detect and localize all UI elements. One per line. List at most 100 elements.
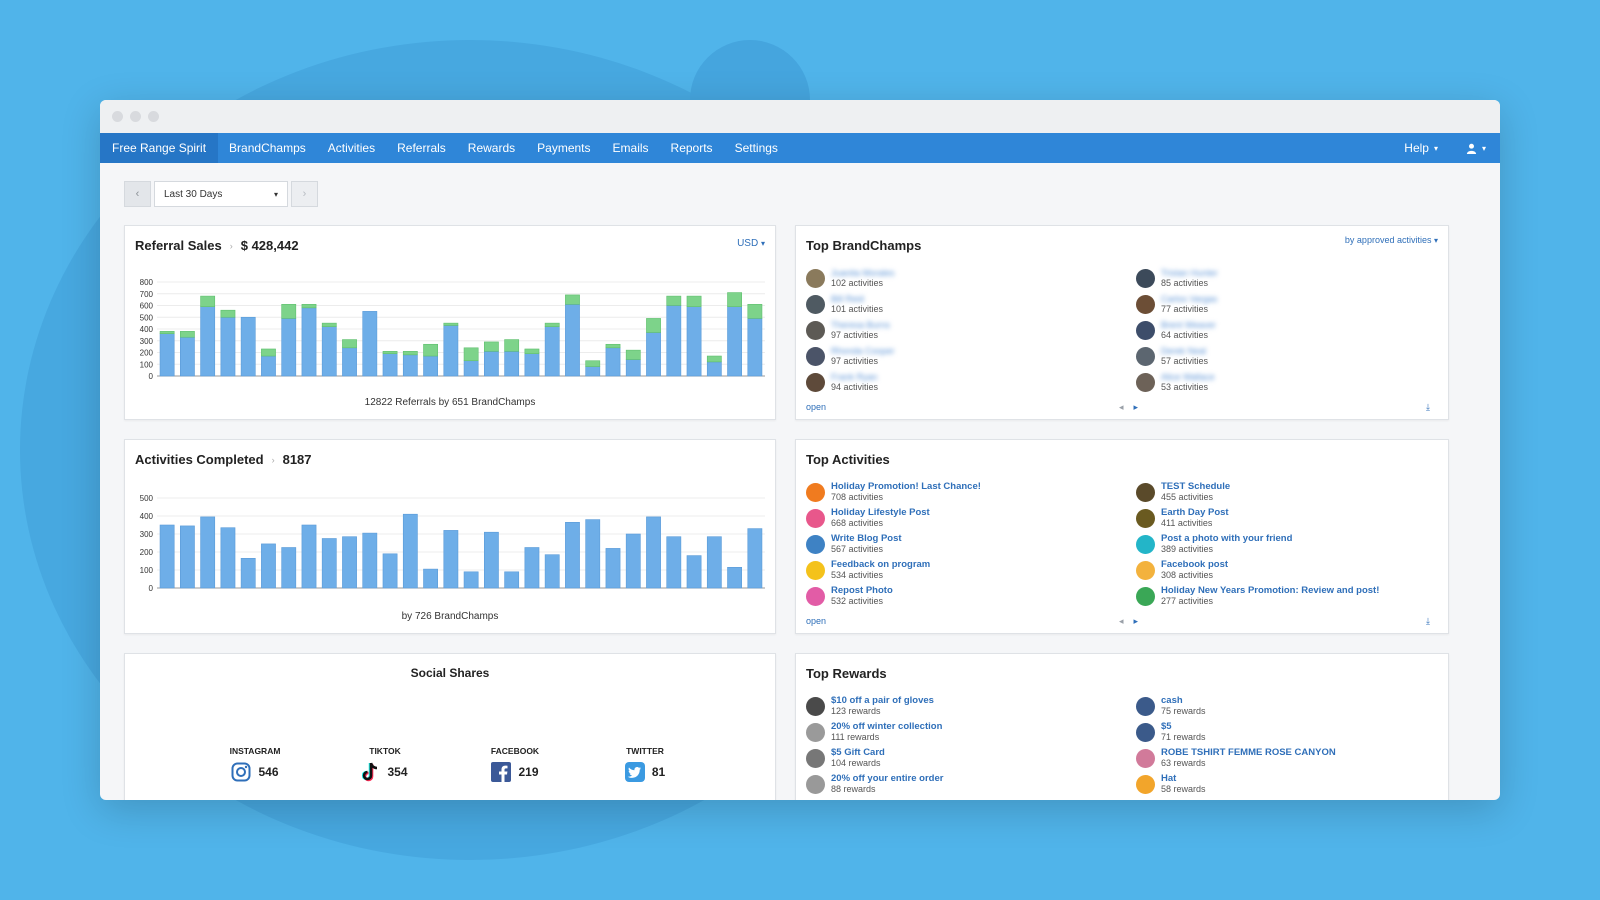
item-name-link[interactable]: Repost Photo [831, 585, 893, 596]
chevron-left-icon[interactable]: ◂ [1119, 402, 1134, 412]
top-navbar: Free Range Spirit BrandChamps Activities… [100, 133, 1500, 163]
chart-bar [646, 332, 661, 377]
open-link[interactable]: open [806, 616, 827, 626]
item-name-link[interactable]: Facebook post [1161, 559, 1229, 570]
item-name-link[interactable]: Bill Reid [831, 294, 865, 304]
chart-bar [625, 533, 641, 589]
card-title: Referral Sales [135, 238, 222, 253]
list-item: Hat 58 rewards [1136, 774, 1456, 795]
item-name-link[interactable]: $10 off a pair of gloves [831, 695, 934, 706]
item-name-link[interactable]: Earth Day Post [1161, 507, 1229, 518]
item-icon [1136, 509, 1155, 528]
chevron-right-icon[interactable]: ▸ [1133, 402, 1149, 412]
nav-item-emails[interactable]: Emails [612, 141, 649, 155]
nav-item-referrals[interactable]: Referrals [397, 141, 446, 155]
chart-bar [504, 351, 520, 377]
currency-label: USD [737, 238, 759, 249]
item-name-link[interactable]: Theresa Burns [831, 320, 891, 330]
next-period-button[interactable]: › [291, 181, 318, 207]
item-icon [806, 561, 825, 580]
item-count: 97 activities [831, 356, 879, 366]
chevron-down-icon: ▾ [1481, 143, 1486, 153]
y-tick-label: 800 [140, 278, 154, 287]
chart-bar [321, 326, 337, 377]
item-name-link[interactable]: Rhonda Cooper [831, 346, 895, 356]
download-icon[interactable]: ⤓ [1426, 402, 1430, 412]
item-icon [1136, 561, 1155, 580]
item-name-link[interactable]: Post a photo with your friend [1161, 533, 1293, 544]
chart-bar [281, 547, 297, 589]
open-link[interactable]: open [806, 402, 827, 412]
chart-bar [301, 524, 317, 589]
card-footer: open ◂▸ ⤓ [806, 616, 1438, 628]
activities-list: Holiday Promotion! Last Chance! 708 activ… [806, 482, 1456, 607]
item-name-link[interactable]: Write Blog Post [831, 533, 902, 544]
separator-icon: › [271, 454, 275, 465]
item-count: 77 activities [1161, 304, 1209, 314]
nav-brand[interactable]: Free Range Spirit [100, 133, 219, 163]
chart-bar [240, 316, 256, 377]
chart-bar [220, 309, 236, 318]
item-name-link[interactable]: Holiday New Years Promotion: Review and … [1161, 585, 1380, 596]
card-title: Top BrandChamps [806, 238, 922, 253]
card-footer: open ◂▸ ⤓ [806, 402, 1438, 414]
item-count: 277 activities [1161, 596, 1214, 606]
chart-bar [281, 318, 297, 377]
item-name-link[interactable]: Hat [1161, 773, 1177, 784]
item-name-link[interactable]: 20% off your entire order [831, 773, 944, 784]
item-name-link[interactable]: Juanita Morales [831, 268, 895, 278]
chart-bar [504, 571, 520, 589]
chart-bar [180, 336, 195, 377]
window-maximize-dot[interactable] [148, 111, 159, 122]
user-menu[interactable]: ▾ [1452, 133, 1500, 163]
chevron-right-icon[interactable]: ▸ [1133, 616, 1149, 626]
window-minimize-dot[interactable] [130, 111, 141, 122]
item-name-link[interactable]: 20% off winter collection [831, 721, 943, 732]
item-name-link[interactable]: Derek Neal [1161, 346, 1207, 356]
chart-bar [261, 348, 276, 357]
item-name-link[interactable]: Frank Ryan [831, 372, 878, 382]
item-name-link[interactable]: Tristan Hunter [1161, 268, 1218, 278]
item-name-link[interactable]: Feedback on program [831, 559, 931, 570]
item-name-link[interactable]: TEST Schedule [1161, 481, 1231, 492]
item-name-link[interactable]: Carlos Vargas [1161, 294, 1218, 304]
item-icon [806, 697, 825, 716]
item-name-link[interactable]: Holiday Promotion! Last Chance! [831, 481, 981, 492]
prev-period-button[interactable]: ‹ [124, 181, 151, 207]
nav-item-reports[interactable]: Reports [670, 141, 713, 155]
chart-bar [686, 306, 702, 377]
activities-completed-chart: 0 100 200 300 400 500 [140, 494, 765, 592]
chart-bar [727, 292, 742, 307]
nav-item-rewards[interactable]: Rewards [467, 141, 516, 155]
card-title: Social Shares [410, 666, 490, 680]
chart-bar [463, 347, 479, 362]
chart-bar [504, 339, 520, 352]
item-name-link[interactable]: Brent Weaver [1161, 320, 1216, 330]
chevron-left-icon[interactable]: ◂ [1119, 616, 1134, 626]
chart-bar [402, 354, 418, 377]
item-name-link[interactable]: cash [1161, 695, 1183, 706]
chart-bar [200, 516, 216, 589]
chart-bar [423, 355, 438, 377]
nav-item-payments[interactable]: Payments [537, 141, 591, 155]
window-close-dot[interactable] [112, 111, 123, 122]
download-icon[interactable]: ⤓ [1426, 616, 1430, 626]
nav-item-brandchamps[interactable]: BrandChamps [229, 141, 306, 155]
currency-dropdown[interactable]: USD ▾ [737, 238, 765, 249]
item-name-link[interactable]: Alice Wallace [1161, 372, 1215, 382]
date-range-select[interactable]: Last 30 Days ▾ [154, 181, 288, 207]
item-name-link[interactable]: Holiday Lifestyle Post [831, 507, 930, 518]
help-menu[interactable]: Help ▾ [1390, 133, 1452, 163]
item-name-link[interactable]: ROBE TSHIRT FEMME ROSE CANYON [1161, 747, 1336, 758]
item-count: 308 activities [1161, 570, 1214, 580]
nav-item-activities[interactable]: Activities [327, 141, 376, 155]
item-name-link[interactable]: $5 [1161, 721, 1172, 732]
list-item: cash 75 rewards [1136, 696, 1456, 717]
item-count: 455 activities [1161, 492, 1214, 502]
item-name-link[interactable]: $5 Gift Card [831, 747, 885, 758]
nav-item-settings[interactable]: Settings [734, 141, 778, 155]
item-count: 85 activities [1161, 278, 1209, 288]
item-count: 53 activities [1161, 382, 1209, 392]
sort-dropdown[interactable]: by approved activities ▾ [1345, 235, 1438, 245]
y-tick-label: 200 [140, 548, 154, 557]
